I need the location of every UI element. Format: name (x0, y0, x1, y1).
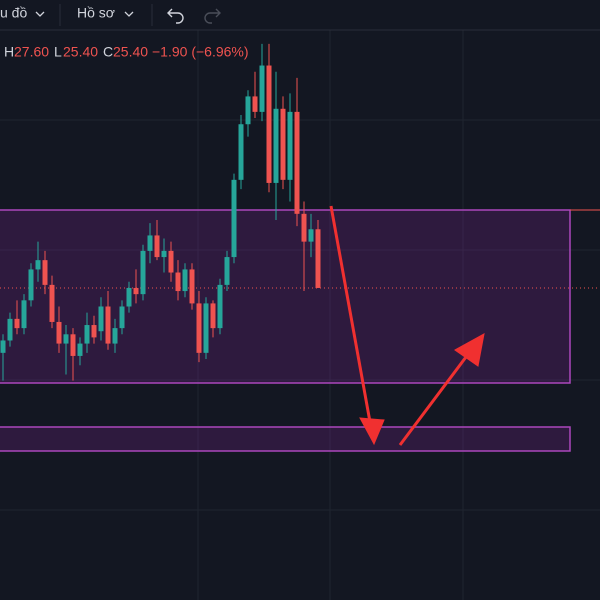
ohlc-legend: H 27.60 L 25.40 C 25.40 −1.90 (−6.96%) (4, 44, 249, 60)
candle-body (280, 108, 286, 180)
candles (0, 43, 321, 381)
candle-body (308, 229, 314, 242)
chevron (35, 11, 45, 17)
candle-body (315, 229, 321, 288)
candle-body (112, 328, 118, 344)
candle-body (14, 318, 20, 329)
candle-body (42, 260, 48, 285)
candle-body (35, 260, 41, 270)
candle-body (49, 284, 55, 322)
profile-menu[interactable]: Hồ sơ (77, 5, 115, 21)
legend-value: 27.60 (14, 44, 49, 60)
candle-body (252, 96, 258, 112)
candle-body (84, 325, 90, 344)
candle-body (140, 250, 146, 295)
zone-box (0, 209, 571, 384)
redo-button[interactable] (204, 8, 221, 24)
legend-label: L (54, 44, 62, 60)
candle-body (133, 287, 139, 295)
candle-body (126, 287, 132, 307)
candle-body (154, 235, 160, 258)
legend-change: −1.90 (−6.96%) (152, 44, 249, 60)
candle-body (294, 111, 300, 214)
candle-body (0, 340, 6, 353)
legend-label: H (4, 44, 14, 60)
grid (0, 30, 600, 600)
candle-body (7, 318, 13, 341)
candle-body (287, 111, 293, 180)
undo-button[interactable] (167, 8, 184, 24)
arrows (329, 205, 485, 446)
candle-body (175, 272, 181, 292)
candle-body (203, 303, 209, 353)
candle-body (21, 300, 27, 329)
candle-body (147, 235, 153, 251)
legend-value: 25.40 (63, 44, 98, 60)
zone-box (0, 426, 571, 452)
candle-body (98, 306, 104, 332)
candle-body (119, 306, 125, 329)
candle-body (224, 257, 230, 285)
candle-body (77, 343, 83, 356)
candle-body (182, 269, 188, 292)
candle-body (301, 213, 307, 242)
candle-body (105, 306, 111, 344)
legend-label: C (103, 44, 113, 60)
candle-body (91, 325, 97, 338)
candle-body (259, 65, 265, 112)
candle-body (168, 250, 174, 273)
candle-body (238, 124, 244, 180)
candle-body (161, 250, 167, 258)
candle-body (70, 334, 76, 356)
candle-body (231, 179, 237, 258)
chevron (124, 11, 134, 17)
candle-body (189, 269, 195, 304)
candle-body (196, 303, 202, 353)
candle-body (56, 321, 62, 344)
candle-body (210, 303, 216, 329)
candle-body (217, 284, 223, 329)
candle-body (63, 334, 69, 344)
candle-body (273, 108, 279, 183)
chart-menu[interactable]: u đồ (0, 5, 27, 21)
candle-body (266, 65, 272, 183)
toolbar (0, 0, 600, 30)
candle-body (245, 96, 251, 125)
legend-value: 25.40 (113, 44, 148, 60)
candle-body (28, 269, 34, 301)
